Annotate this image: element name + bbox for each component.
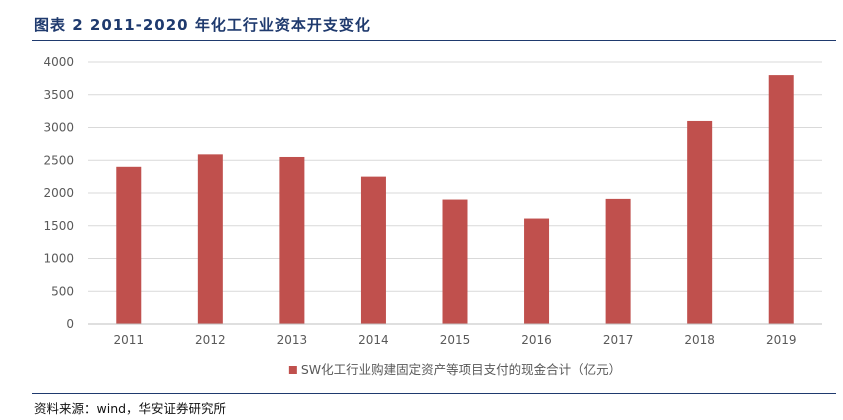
legend: SW化工行业购建固定资产等项目支付的现金合计（亿元） <box>288 362 621 377</box>
source-divider <box>32 393 836 394</box>
x-tick-label: 2014 <box>358 333 389 347</box>
y-axis-ticks: 0 500 1000 1500 2000 2500 3000 3500 4000 <box>43 55 74 331</box>
y-tick-label: 2000 <box>43 186 74 200</box>
bar-2019 <box>768 75 794 324</box>
bar-2013 <box>279 156 305 324</box>
bars <box>116 75 794 324</box>
x-axis-ticks: 2011 2012 2013 2014 2015 2016 2017 2018 2019 <box>114 333 797 347</box>
bar-2016 <box>524 218 550 324</box>
x-tick-label: 2015 <box>440 333 471 347</box>
legend-swatch <box>288 366 297 374</box>
title-divider <box>32 40 836 41</box>
y-tick-label: 500 <box>51 284 74 298</box>
x-tick-label: 2017 <box>603 333 634 347</box>
x-tick-label: 2018 <box>684 333 715 347</box>
y-tick-label: 3000 <box>43 121 74 135</box>
y-tick-label: 0 <box>66 317 74 331</box>
figure-title: 图表 2 2011-2020 年化工行业资本开支变化 <box>34 16 371 34</box>
bar-2014 <box>360 176 386 324</box>
y-tick-label: 3500 <box>43 88 74 102</box>
x-tick-label: 2011 <box>114 333 145 347</box>
y-tick-label: 4000 <box>43 55 74 69</box>
x-tick-label: 2012 <box>195 333 226 347</box>
x-tick-label: 2016 <box>521 333 552 347</box>
x-tick-label: 2013 <box>277 333 308 347</box>
bar-2018 <box>687 120 713 324</box>
y-tick-label: 1000 <box>43 252 74 266</box>
bar-2012 <box>197 154 223 324</box>
y-tick-label: 2500 <box>43 153 74 167</box>
legend-label: SW化工行业购建固定资产等项目支付的现金合计（亿元） <box>301 362 621 377</box>
bar-2011 <box>116 166 142 324</box>
y-tick-label: 1500 <box>43 219 74 233</box>
x-tick-label: 2019 <box>766 333 797 347</box>
bar-2017 <box>605 198 631 324</box>
bar-2015 <box>442 199 468 324</box>
source-note: 资料来源：wind，华安证券研究所 <box>34 401 227 416</box>
